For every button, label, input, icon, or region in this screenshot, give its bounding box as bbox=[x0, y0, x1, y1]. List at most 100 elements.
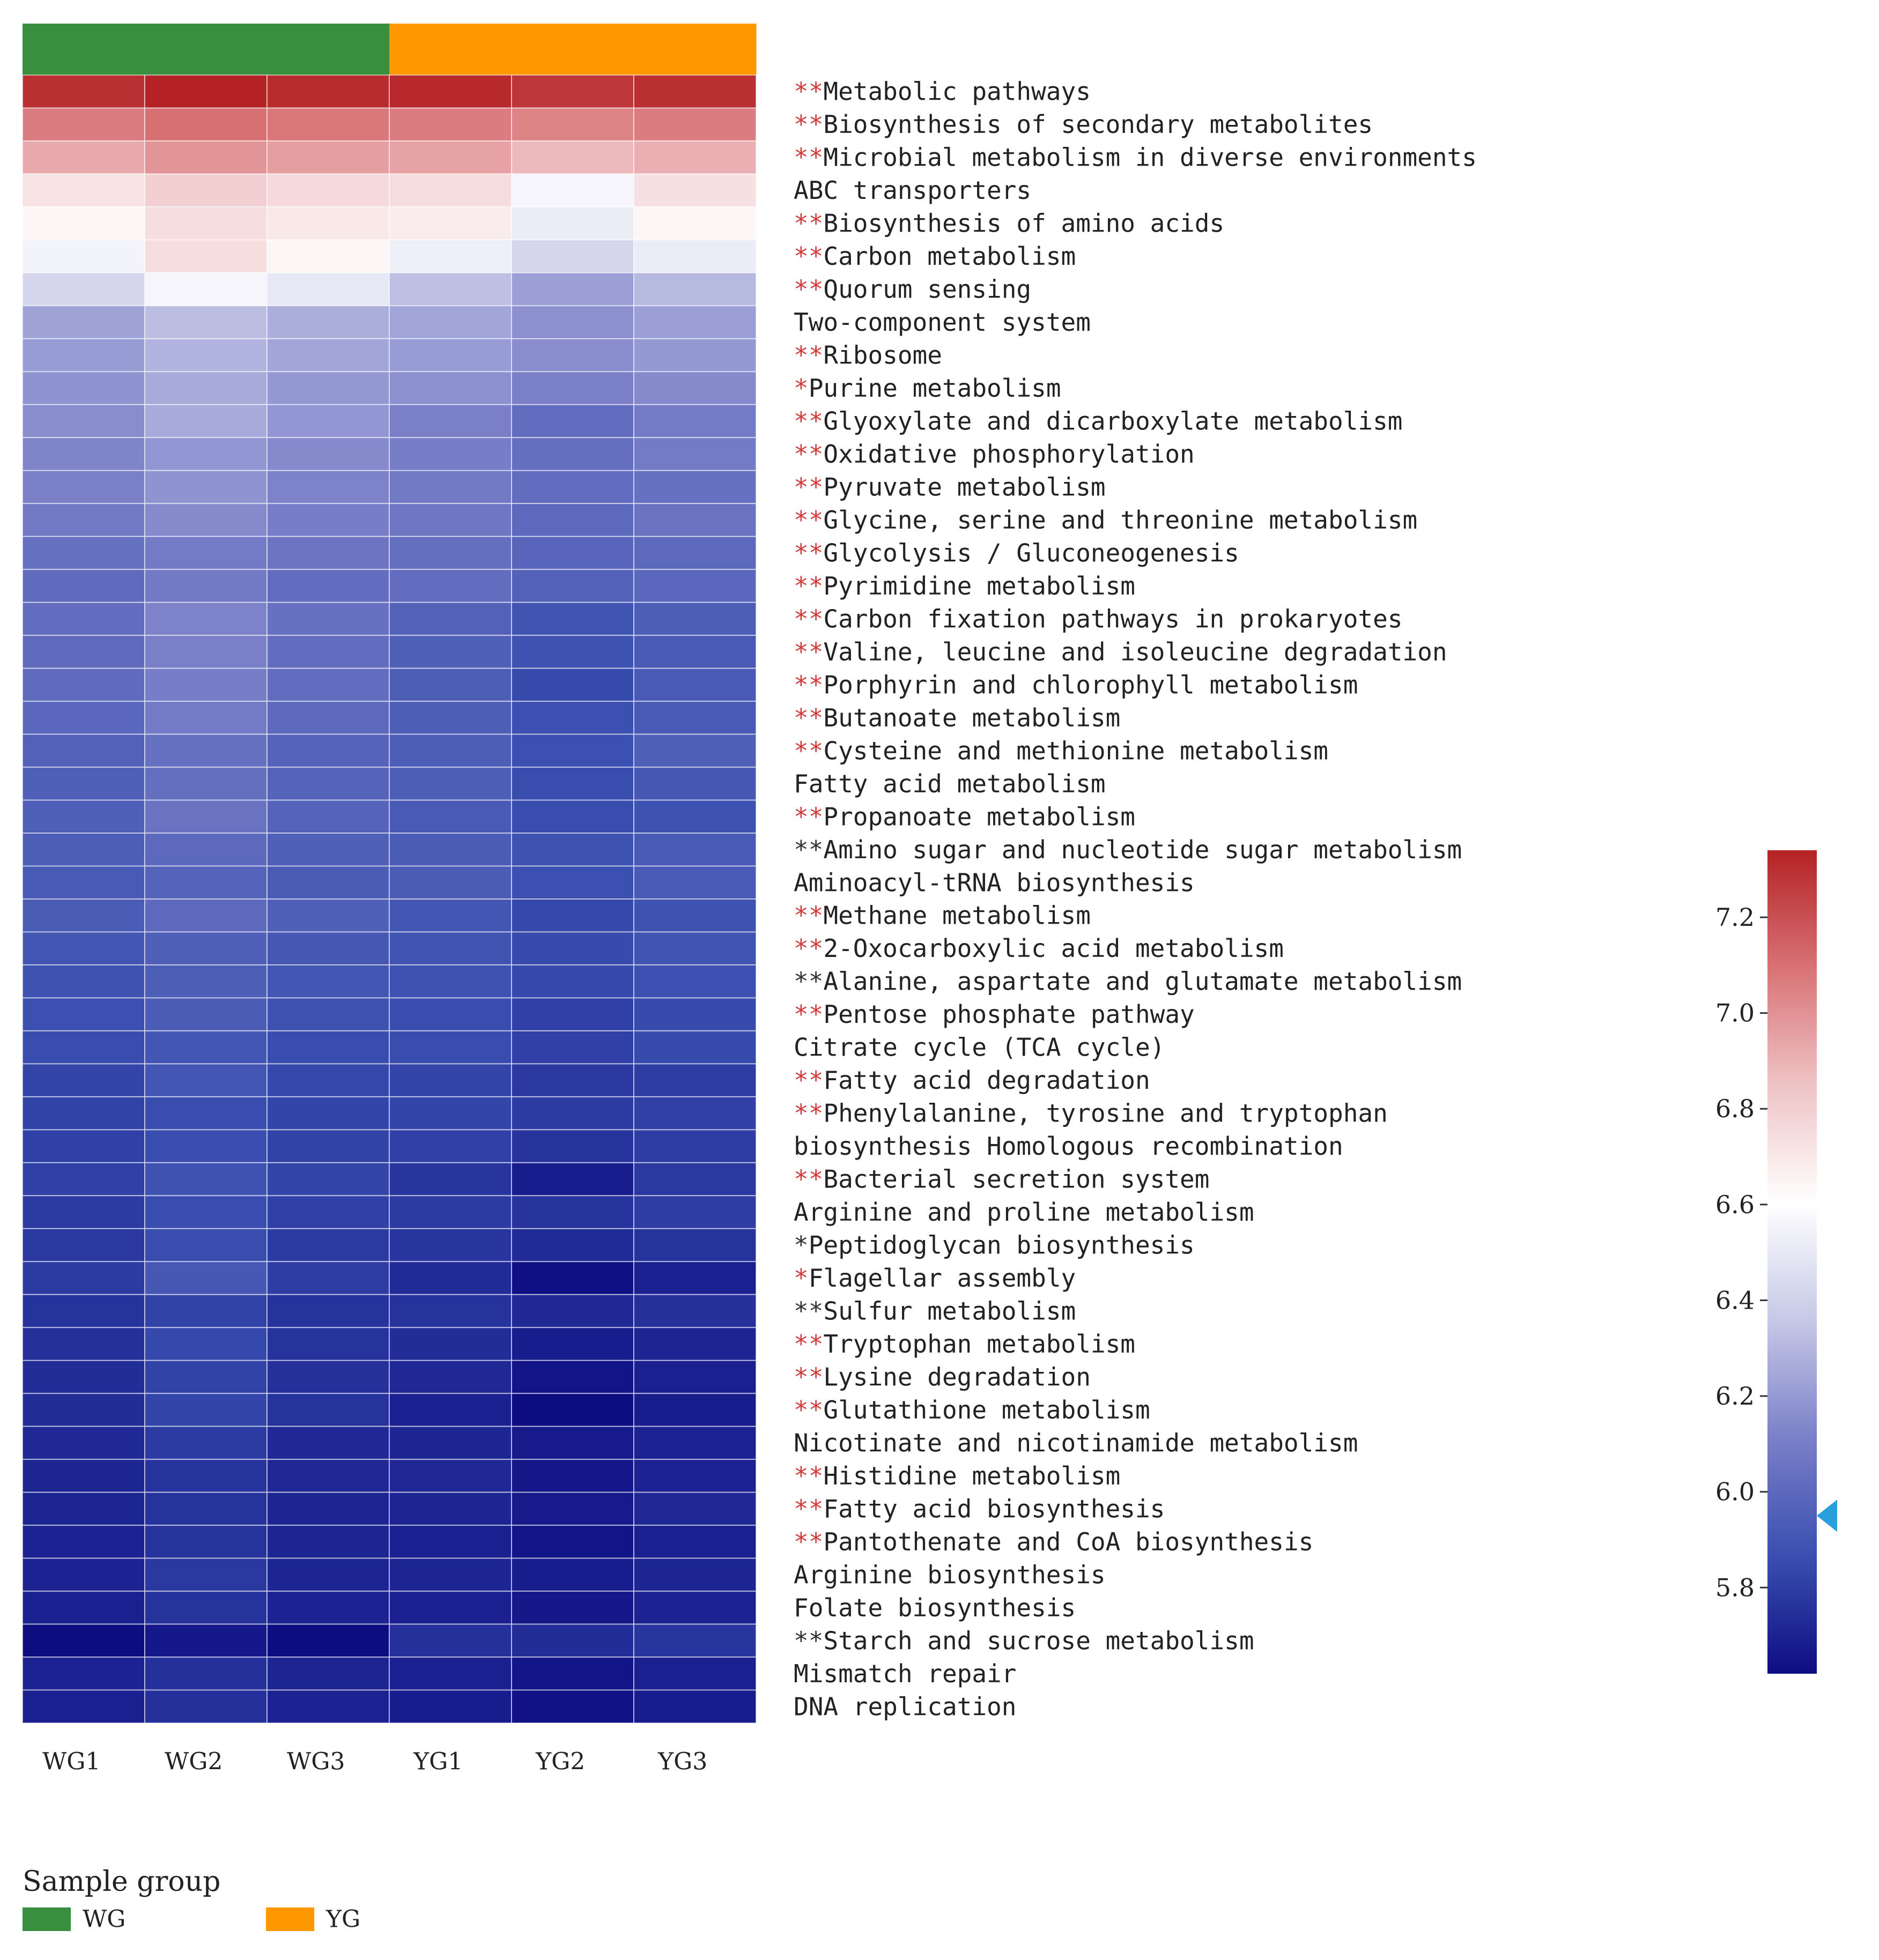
heatmap-cell bbox=[144, 503, 268, 537]
pathway-name: Carbon fixation pathways in prokaryotes bbox=[823, 604, 1402, 633]
heatmap-cell bbox=[511, 635, 634, 669]
heatmap-cell bbox=[389, 371, 512, 405]
row-label: Aminoacyl-tRNA biosynthesis bbox=[794, 868, 1195, 897]
pathway-name: Histidine metabolism bbox=[823, 1461, 1120, 1490]
heatmap-cell bbox=[633, 1261, 757, 1295]
legend-title: Sample group bbox=[23, 1866, 220, 1898]
significance-marker: * bbox=[794, 1264, 809, 1293]
significance-marker: ** bbox=[794, 901, 823, 930]
significance-marker: ** bbox=[794, 242, 823, 271]
significance-marker: ** bbox=[794, 1494, 823, 1523]
heatmap-cell bbox=[267, 865, 390, 900]
heatmap-cell bbox=[22, 1557, 145, 1592]
heatmap-cell bbox=[511, 1030, 634, 1065]
heatmap-cells bbox=[22, 75, 757, 1724]
pathway-name: Biosynthesis of amino acids bbox=[823, 209, 1224, 238]
row-label: **Carbon metabolism bbox=[794, 242, 1076, 271]
heatmap-cell bbox=[389, 1327, 512, 1361]
heatmap-cell bbox=[267, 833, 390, 867]
row-label: **Ribosome bbox=[794, 341, 942, 370]
heatmap-cell bbox=[22, 1261, 145, 1295]
row-label: **Propanoate metabolism bbox=[794, 802, 1135, 831]
heatmap-cell bbox=[511, 437, 634, 471]
heatmap-cell bbox=[389, 833, 512, 867]
heatmap-cell bbox=[511, 272, 634, 307]
heatmap-cell bbox=[633, 1393, 757, 1427]
heatmap-cell bbox=[144, 1557, 268, 1592]
pathway-name: 2-Oxocarboxylic acid metabolism bbox=[823, 934, 1284, 963]
pathway-name: Metabolic pathways bbox=[823, 77, 1091, 106]
heatmap-cell bbox=[633, 569, 757, 603]
heatmap-cell bbox=[389, 1360, 512, 1394]
heatmap-cell bbox=[633, 1657, 757, 1691]
heatmap-cell bbox=[267, 1327, 390, 1361]
significance-marker: ** bbox=[794, 341, 823, 370]
significance-marker: ** bbox=[794, 538, 823, 567]
heatmap-cell bbox=[144, 1657, 268, 1691]
pathway-name: Quorum sensing bbox=[823, 275, 1031, 304]
heatmap-cell bbox=[144, 338, 268, 373]
heatmap-cell bbox=[22, 602, 145, 636]
heatmap-cell bbox=[267, 1491, 390, 1526]
pathway-name: Lysine degradation bbox=[823, 1362, 1091, 1391]
heatmap-cell bbox=[511, 140, 634, 175]
row-label: Two-component system bbox=[794, 308, 1091, 337]
pathway-name: DNA replication bbox=[794, 1692, 1016, 1721]
pathway-name: ABC transporters bbox=[794, 176, 1031, 205]
heatmap-cell bbox=[144, 1228, 268, 1263]
heatmap-cell bbox=[22, 931, 145, 966]
heatmap-cell bbox=[267, 667, 390, 702]
heatmap-cell bbox=[633, 635, 757, 669]
heatmap-cell bbox=[389, 305, 512, 339]
row-label: **2-Oxocarboxylic acid metabolism bbox=[794, 934, 1284, 963]
pathway-name: Oxidative phosphorylation bbox=[823, 440, 1194, 469]
heatmap-cell bbox=[22, 833, 145, 867]
column-label: YG1 bbox=[413, 1748, 463, 1776]
heatmap-cell bbox=[22, 404, 145, 439]
pathway-name: biosynthesis Homologous recombination bbox=[794, 1132, 1343, 1161]
heatmap-cell bbox=[267, 470, 390, 504]
heatmap-cell bbox=[22, 437, 145, 471]
heatmap-cell bbox=[633, 1360, 757, 1394]
heatmap-cell bbox=[633, 667, 757, 702]
row-label: **Tryptophan metabolism bbox=[794, 1330, 1135, 1358]
heatmap-cell bbox=[389, 865, 512, 900]
heatmap-cell bbox=[144, 239, 268, 273]
heatmap-cell bbox=[633, 75, 757, 109]
heatmap-cell bbox=[267, 1129, 390, 1163]
heatmap-cell bbox=[144, 931, 268, 966]
colorbar-marker-triangle[interactable] bbox=[1817, 1499, 1837, 1532]
row-label: Fatty acid metabolism bbox=[794, 769, 1106, 798]
heatmap-cell bbox=[511, 173, 634, 207]
row-label: Mismatch repair bbox=[794, 1659, 1016, 1688]
heatmap-cell bbox=[22, 1327, 145, 1361]
heatmap-cell bbox=[511, 1689, 634, 1724]
heatmap-cell bbox=[511, 206, 634, 241]
heatmap-cell bbox=[389, 1426, 512, 1460]
heatmap-cell bbox=[22, 1525, 145, 1559]
significance-marker: ** bbox=[794, 670, 823, 699]
heatmap-cell bbox=[633, 997, 757, 1031]
pathway-name: Nicotinate and nicotinamide metabolism bbox=[794, 1428, 1358, 1457]
heatmap-cell bbox=[511, 1162, 634, 1197]
sample-group-legend: Sample group WG YG bbox=[23, 1866, 360, 1933]
heatmap-cell bbox=[267, 239, 390, 273]
colorbar-tick-label: 5.8 bbox=[1715, 1573, 1755, 1602]
heatmap-cell bbox=[144, 799, 268, 834]
pathway-name: Flagellar assembly bbox=[809, 1264, 1076, 1293]
heatmap-cell bbox=[511, 1294, 634, 1328]
heatmap-cell bbox=[633, 964, 757, 999]
heatmap-cell bbox=[511, 107, 634, 142]
heatmap-cell bbox=[389, 899, 512, 933]
heatmap-cell bbox=[389, 1459, 512, 1493]
heatmap-cell bbox=[267, 1657, 390, 1691]
heatmap-cell bbox=[633, 1195, 757, 1229]
row-label: Arginine biosynthesis bbox=[794, 1560, 1106, 1589]
sample-group-annotation-bar bbox=[23, 24, 757, 75]
significance-marker: ** bbox=[794, 604, 823, 633]
heatmap-cell bbox=[389, 767, 512, 801]
heatmap-cell bbox=[144, 733, 268, 768]
pathway-name: Methane metabolism bbox=[823, 901, 1091, 930]
significance-marker: ** bbox=[794, 1066, 823, 1095]
heatmap-cell bbox=[633, 799, 757, 834]
